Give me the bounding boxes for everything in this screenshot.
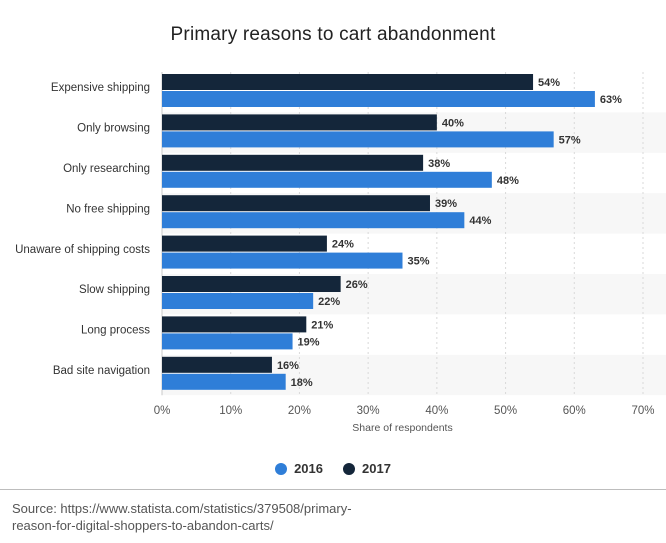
bar-2016 xyxy=(162,293,314,309)
data-label: 19% xyxy=(298,336,320,348)
data-label: 26% xyxy=(346,279,368,291)
category-label: No free shipping xyxy=(66,203,150,215)
legend-label: 2017 xyxy=(362,461,391,476)
bar-2016 xyxy=(162,171,492,188)
bar-2017 xyxy=(162,114,437,131)
data-label: 24% xyxy=(332,239,354,251)
bar-2017 xyxy=(162,154,424,171)
bar-2017 xyxy=(162,195,430,212)
legend-item-2016[interactable]: 2016 xyxy=(275,461,323,476)
legend-label: 2016 xyxy=(294,461,323,476)
bar-2017 xyxy=(162,356,272,373)
data-label: 63% xyxy=(600,94,622,106)
bar-2016 xyxy=(162,212,465,229)
x-tick-label: 30% xyxy=(357,405,380,417)
category-label: Bad site navigation xyxy=(53,365,150,377)
bar-2017 xyxy=(162,316,307,333)
bar-2017 xyxy=(162,235,327,252)
divider xyxy=(0,489,666,490)
data-label: 21% xyxy=(311,319,333,331)
source-note: Source: https://www.statista.com/statist… xyxy=(12,501,352,533)
legend-marker xyxy=(343,462,355,475)
x-tick-label: 70% xyxy=(631,405,654,417)
chart-title: Primary reasons to cart abandonment xyxy=(170,24,496,45)
bar-2016 xyxy=(162,333,293,350)
category-label: Unaware of shipping costs xyxy=(15,244,150,256)
legend-marker xyxy=(275,462,288,475)
legend-item-2017[interactable]: 2017 xyxy=(343,461,391,476)
category-label: Expensive shipping xyxy=(51,82,150,94)
category-label: Only browsing xyxy=(77,123,150,135)
bar-2016 xyxy=(162,252,403,269)
data-label: 40% xyxy=(442,117,464,129)
data-label: 38% xyxy=(428,158,450,170)
category-label: Slow shipping xyxy=(79,284,150,296)
category-label: Only researching xyxy=(63,163,150,175)
data-label: 54% xyxy=(538,77,560,89)
data-label: 22% xyxy=(318,296,340,308)
x-tick-label: 0% xyxy=(154,405,171,417)
bar-2016 xyxy=(162,91,595,107)
data-label: 18% xyxy=(291,377,313,389)
data-label: 48% xyxy=(497,175,519,187)
data-label: 44% xyxy=(469,215,491,227)
data-label: 57% xyxy=(559,134,581,146)
bar-2017 xyxy=(162,74,534,90)
bar-2017 xyxy=(162,276,341,292)
bar-chart: 54% 63% Expensive shipping 40% 57% Only brows… xyxy=(15,72,655,435)
x-tick-label: 10% xyxy=(219,405,242,417)
data-label: 35% xyxy=(408,256,430,268)
data-label: 16% xyxy=(277,360,299,372)
x-tick-label: 50% xyxy=(494,405,517,417)
x-tick-label: 40% xyxy=(425,405,448,417)
x-tick-label: 20% xyxy=(288,405,311,417)
category-label: Long process xyxy=(81,325,150,337)
data-label: 39% xyxy=(435,198,457,210)
x-axis-title: Share of respondents xyxy=(352,422,452,434)
legend: 2016 2017 xyxy=(0,461,666,476)
x-tick-label: 60% xyxy=(563,405,586,417)
bar-2016 xyxy=(162,131,554,148)
bar-2016 xyxy=(162,373,286,390)
